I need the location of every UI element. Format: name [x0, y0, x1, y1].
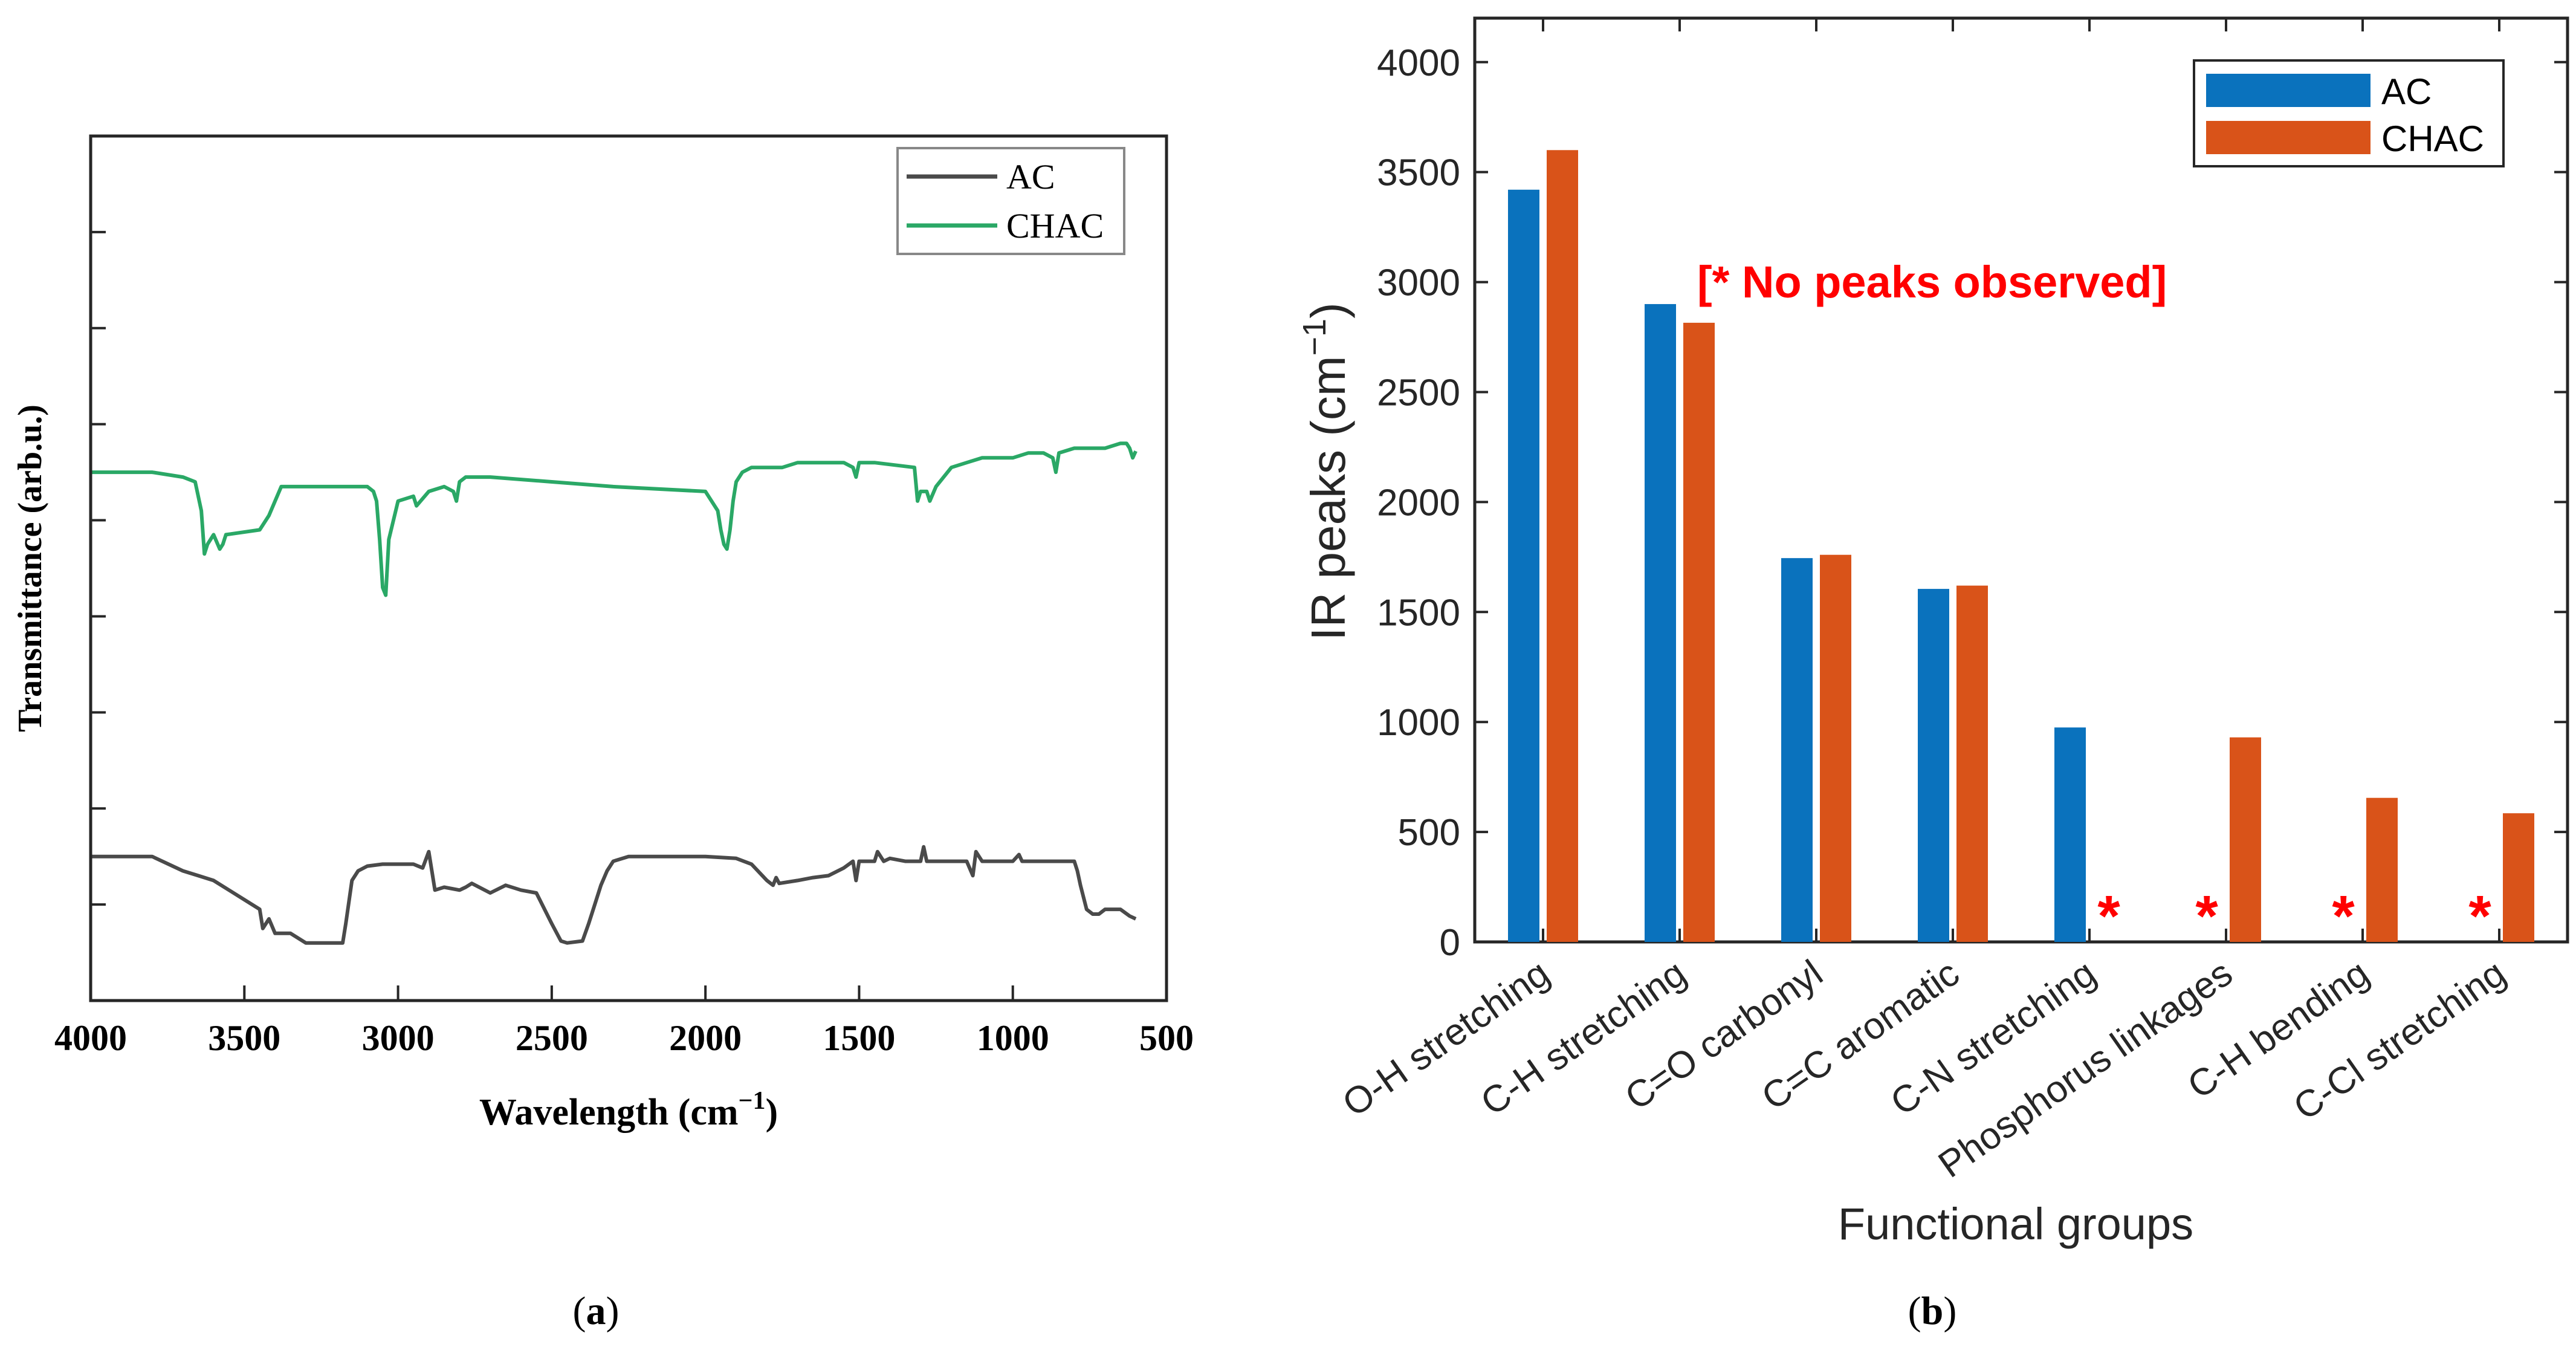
panel-a-x-tick-label: 4000: [54, 1018, 127, 1058]
panel-b-legend: AC CHAC: [2193, 59, 2505, 167]
panel-b-bar-chac: [1820, 554, 1851, 942]
panel-b-bar-ac: [1781, 558, 1813, 942]
panel-b-y-tick-label: 2500: [1377, 372, 1460, 414]
legend-label-ac: AC: [1006, 157, 1055, 196]
panel-b-bar-chac: [2366, 797, 2398, 942]
panel-a-series-ac: [91, 845, 1137, 945]
legend-label-chac: CHAC: [1006, 206, 1104, 245]
panel-b-bar-chac: [2503, 813, 2534, 942]
panel-b-bar-ac: [2054, 727, 2086, 942]
panel-b-y-tick-label: 2000: [1377, 482, 1460, 524]
panel-a-x-axis-label: Wavelength (cm−1): [479, 1087, 778, 1133]
panel-b-y-tick-label: 1000: [1377, 702, 1460, 744]
panel-b-bar-chac: [1956, 585, 1988, 942]
panel-a-x-tick-label: 2500: [516, 1018, 588, 1058]
panel-a-line-chart: 4000 3500 3000 2500 2000 1500 1000 500 AC CHAC …: [11, 134, 1194, 1333]
panel-a-x-tick-label: 1500: [823, 1018, 895, 1058]
panel-b-x-axis-label: Functional groups: [1838, 1199, 2193, 1249]
panel-a-x-tick-label: 3000: [362, 1018, 435, 1058]
panel-b-y-tick-label: 4000: [1377, 42, 1460, 84]
panel-a-x-tick-label: 500: [1139, 1018, 1194, 1058]
panel-b-bar-ac: [1645, 303, 1676, 942]
panel-b-bar-chac: [1683, 322, 1715, 942]
panel-b-y-axis-label: IR peaks (cm−1): [1296, 302, 1355, 640]
panel-b-bar-chac: [1547, 150, 1578, 942]
panel-a-plot-frame: [89, 134, 1168, 1002]
panel-b-no-peak-marker: *: [2332, 884, 2355, 949]
panel-a-caption: (a): [573, 1289, 620, 1333]
panel-a-legend: AC CHAC: [896, 147, 1125, 255]
panel-a-x-tick-label: 2000: [669, 1018, 742, 1058]
panel-b-no-peak-marker: *: [2195, 884, 2218, 949]
panel-b-no-peak-marker: *: [2097, 884, 2120, 949]
legend-label-ac: AC: [2381, 71, 2432, 112]
panel-b-bar-chac: [2230, 737, 2261, 942]
panel-b-caption: (b): [1908, 1289, 1957, 1333]
panel-a-y-axis-label: Transmittance (arb.u.): [11, 404, 49, 732]
panel-b-plot-frame: [1473, 16, 2569, 944]
legend-swatch-chac: [2206, 121, 2371, 154]
panel-b-bar-ac: [1918, 589, 1949, 942]
panel-b-y-tick-label: 1500: [1377, 592, 1460, 634]
panel-b-y-tick-label: 0: [1440, 922, 1460, 964]
panel-b-y-tick-label: 3000: [1377, 262, 1460, 304]
panel-a-x-tick-label: 3500: [208, 1018, 280, 1058]
legend-swatch-ac: [2206, 74, 2371, 107]
panel-b-y-tick-label: 500: [1398, 812, 1460, 854]
panel-b-annotation: [* No peaks observed]: [1697, 257, 2167, 307]
panel-b-bar-ac: [1508, 189, 1539, 942]
panel-a-x-tick-label: 1000: [977, 1018, 1049, 1058]
panel-b-no-peak-marker: *: [2468, 884, 2491, 949]
panel-a-series-chac: [91, 441, 1138, 597]
legend-label-chac: CHAC: [2381, 118, 2484, 159]
panel-b-y-tick-label: 3500: [1377, 152, 1460, 194]
